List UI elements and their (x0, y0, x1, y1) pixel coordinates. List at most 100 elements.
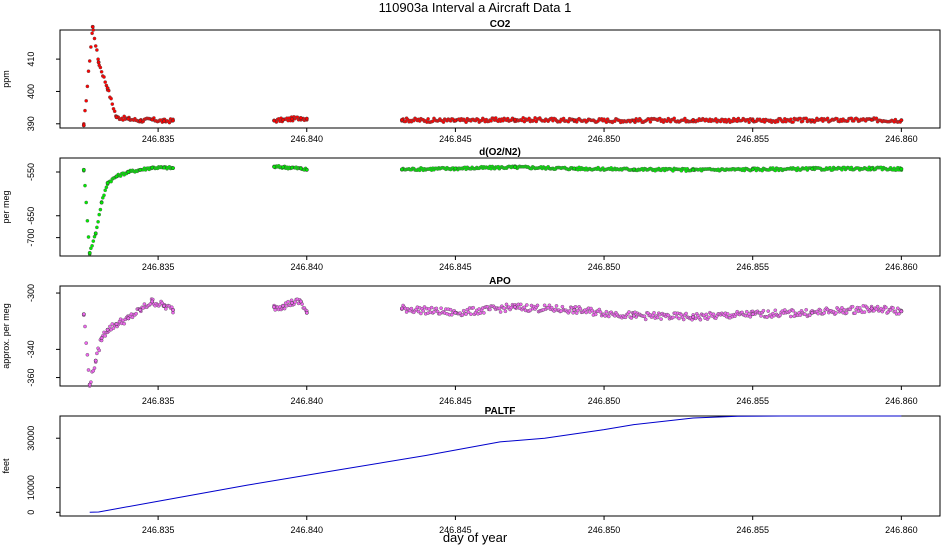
y-axis-label: ppm (1, 70, 11, 88)
data-point (469, 312, 473, 317)
data-point (631, 118, 636, 123)
data-point (488, 307, 492, 312)
y-tick-label: 30000 (26, 426, 36, 451)
data-point (850, 304, 855, 309)
data-point (875, 304, 880, 309)
data-point (114, 115, 119, 120)
data-point (399, 306, 404, 311)
data-point (798, 116, 803, 121)
data-point (698, 317, 703, 322)
data-point (162, 303, 167, 308)
data-point (85, 84, 90, 89)
data-point (862, 310, 867, 314)
data-point (403, 119, 408, 124)
plot-frame (59, 29, 941, 129)
data-point (572, 307, 577, 312)
x-tick-label: 246.835 (142, 396, 175, 406)
data-point (853, 311, 857, 316)
x-tick-label: 246.860 (885, 134, 918, 144)
plot-frame (59, 285, 941, 387)
data-point (91, 239, 96, 243)
x-tick-label: 246.845 (439, 525, 472, 535)
panel-title: PALTF (485, 406, 516, 417)
x-tick-label: 246.860 (885, 525, 918, 535)
data-segment (272, 163, 309, 172)
data-point (81, 167, 86, 172)
y-tick-label: 390 (26, 116, 36, 131)
x-tick-label: 246.840 (290, 134, 323, 144)
x-tick-label: 246.840 (290, 396, 323, 406)
data-point (103, 188, 107, 193)
data-point (648, 120, 653, 124)
data-point (83, 108, 87, 113)
data-point (426, 117, 430, 121)
panel-title: CO2 (490, 19, 511, 30)
data-point (519, 302, 523, 307)
data-point (745, 309, 749, 314)
data-point (522, 305, 527, 310)
data-point (593, 312, 598, 317)
data-segment (399, 164, 904, 173)
data-point (81, 123, 86, 128)
data-point (289, 116, 294, 121)
data-point (138, 307, 143, 312)
data-segment (81, 24, 175, 128)
data-point (631, 167, 636, 172)
data-point (81, 312, 86, 317)
data-point (503, 309, 508, 314)
data-point (304, 310, 309, 315)
data-point (512, 165, 517, 170)
data-point (99, 200, 104, 205)
panel-o2n2: d(O2/N2) per meg 246.835 246.840 246.845 246.… (1, 147, 941, 272)
data-point (598, 310, 603, 314)
data-point (83, 324, 87, 329)
data-point (810, 118, 815, 123)
data-segment (272, 297, 309, 315)
data-point (298, 299, 303, 304)
panel-title: APO (489, 276, 511, 287)
data-point (171, 118, 175, 123)
data-point (409, 306, 414, 311)
data-point (572, 166, 577, 171)
data-point (99, 336, 104, 341)
data-point (90, 31, 94, 36)
data-point (86, 368, 91, 372)
data-point (874, 116, 879, 121)
data-point (91, 28, 96, 32)
data-point (683, 116, 687, 121)
data-point (95, 351, 99, 356)
data-point (761, 308, 766, 313)
data-point (542, 303, 547, 308)
data-point (896, 306, 900, 311)
data-point (96, 57, 100, 62)
data-point (272, 118, 277, 123)
data-point (286, 299, 290, 304)
data-point (416, 309, 421, 314)
data-point (87, 382, 92, 387)
x-tick-label: 246.835 (142, 134, 175, 144)
y-tick-label: -700 (26, 229, 36, 247)
data-point (98, 65, 103, 70)
data-point (281, 117, 285, 122)
data-point (84, 99, 88, 103)
data-point (108, 324, 112, 329)
data-point (84, 341, 88, 345)
panel-title: d(O2/N2) (479, 147, 521, 158)
data-point (527, 116, 531, 121)
data-point (93, 231, 98, 236)
data-point (681, 317, 686, 322)
data-point (98, 207, 103, 212)
data-point (547, 303, 552, 308)
data-point (162, 165, 167, 170)
data-point (816, 311, 820, 316)
data-point (134, 311, 138, 316)
data-point (691, 167, 696, 172)
data-point (897, 311, 901, 316)
data-point (448, 307, 453, 312)
data-point (869, 306, 874, 311)
data-point (138, 118, 143, 123)
data-point (419, 311, 423, 316)
y-axis-label: feet (1, 458, 11, 474)
data-point (535, 303, 540, 308)
